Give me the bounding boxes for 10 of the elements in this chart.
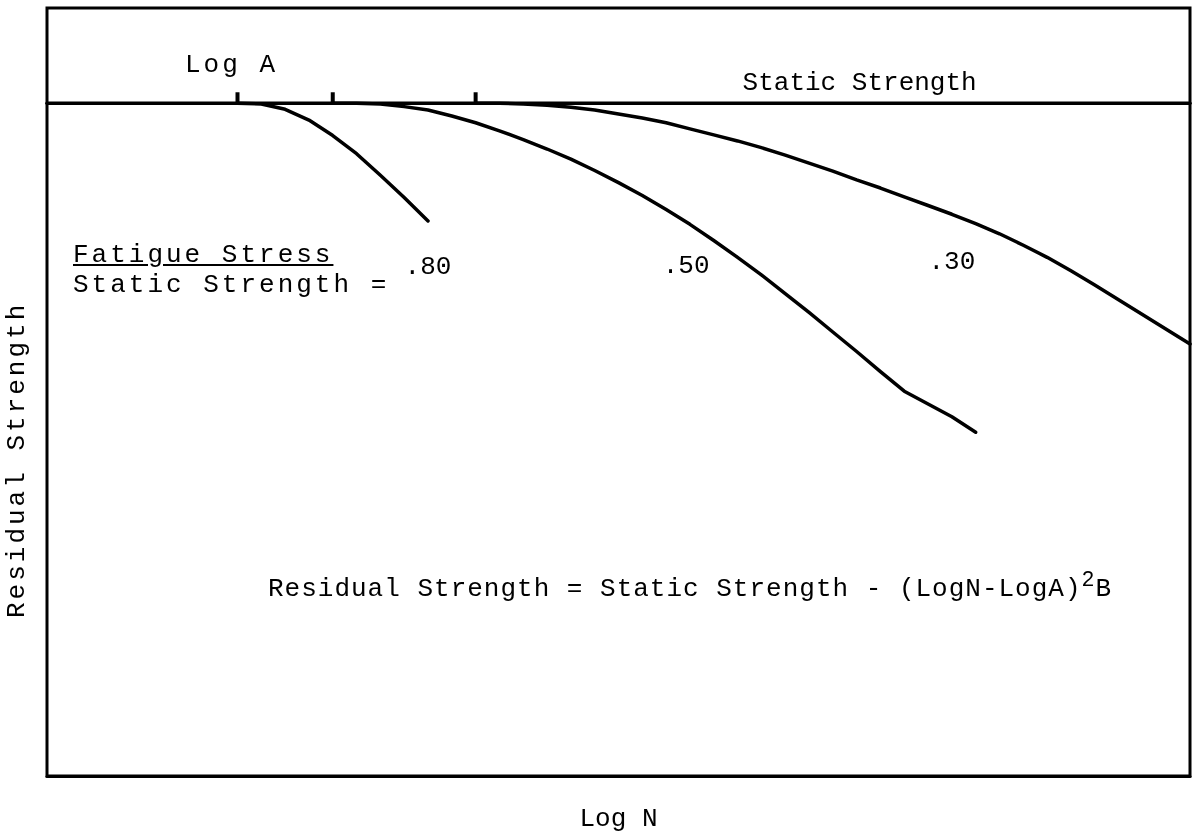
- series-label: .80: [404, 251, 452, 282]
- series-label: .30: [928, 247, 976, 278]
- x-axis-title: Log N: [579, 804, 658, 834]
- y-axis-title: Residual Strength: [2, 301, 32, 618]
- series-label: Static Strength: [742, 68, 977, 99]
- text: Log A: [185, 50, 279, 80]
- annotation: Fatigue Stress: [73, 240, 334, 270]
- annotation: Residual Strength = Static Strength - (LogN-LogA)$^{2}$B: [268, 568, 1113, 604]
- series-label: .50: [662, 250, 710, 281]
- annotation: Static Strength =: [73, 270, 390, 300]
